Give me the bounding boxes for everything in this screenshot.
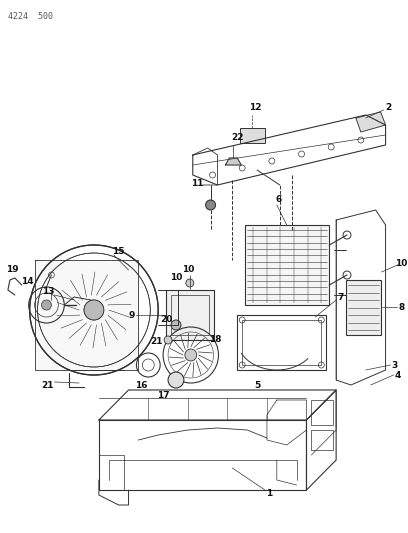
Text: 15: 15 — [112, 247, 125, 256]
Circle shape — [164, 336, 172, 344]
Bar — [245, 225, 329, 305]
Text: 11: 11 — [191, 179, 204, 188]
Text: 2: 2 — [386, 103, 392, 112]
Text: 9: 9 — [128, 311, 135, 319]
Bar — [311, 400, 333, 425]
Text: 12: 12 — [249, 103, 261, 112]
Text: 1: 1 — [266, 489, 272, 498]
Polygon shape — [35, 260, 138, 370]
Text: 16: 16 — [135, 381, 148, 390]
Bar — [166, 290, 213, 340]
Circle shape — [84, 300, 104, 320]
Text: 5: 5 — [254, 381, 260, 390]
Text: 7: 7 — [337, 294, 343, 303]
Polygon shape — [225, 158, 241, 165]
Text: 10: 10 — [182, 265, 194, 274]
Text: 20: 20 — [160, 316, 172, 325]
Circle shape — [89, 305, 99, 315]
Circle shape — [84, 300, 104, 320]
Text: 14: 14 — [21, 278, 34, 287]
Text: 6: 6 — [276, 196, 282, 205]
Circle shape — [185, 349, 197, 361]
Circle shape — [186, 279, 194, 287]
Text: 21: 21 — [41, 381, 54, 390]
Circle shape — [168, 372, 184, 388]
Bar — [240, 128, 265, 143]
Text: 13: 13 — [42, 287, 55, 296]
Text: 18: 18 — [209, 335, 222, 344]
Circle shape — [206, 200, 215, 210]
Text: 22: 22 — [231, 133, 244, 142]
Text: 21: 21 — [150, 337, 162, 346]
Circle shape — [171, 320, 181, 330]
Text: 4: 4 — [394, 370, 401, 379]
Text: 10: 10 — [395, 259, 408, 268]
Text: 4224  500: 4224 500 — [8, 12, 53, 21]
Bar — [346, 280, 381, 335]
Text: 8: 8 — [398, 303, 404, 311]
Polygon shape — [356, 112, 386, 132]
Text: 10: 10 — [170, 273, 182, 282]
Bar — [171, 295, 208, 335]
Text: 19: 19 — [6, 265, 18, 274]
Bar — [311, 430, 333, 450]
Bar — [242, 320, 322, 365]
Text: 17: 17 — [157, 391, 169, 400]
Text: 3: 3 — [391, 360, 397, 369]
Circle shape — [42, 300, 51, 310]
Bar — [237, 315, 326, 370]
